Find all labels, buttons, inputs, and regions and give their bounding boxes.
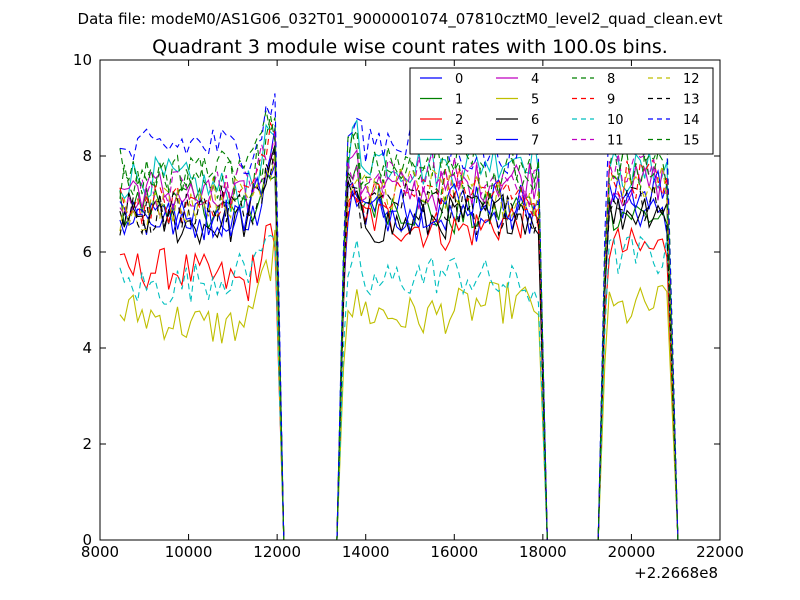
x-offset-label: +2.2668e8 (634, 564, 718, 582)
legend-label-9: 9 (607, 93, 615, 108)
series-line-12 (119, 153, 679, 540)
x-tick-label: 10000 (165, 543, 213, 561)
legend-label-5: 5 (531, 93, 539, 108)
chart-title: Quadrant 3 module wise count rates with … (152, 36, 668, 58)
legend-label-2: 2 (455, 113, 463, 128)
legend-label-4: 4 (531, 72, 539, 87)
x-tick-label: 16000 (430, 543, 478, 561)
legend-label-15: 15 (683, 134, 700, 149)
series-line-15 (119, 115, 679, 540)
legend-label-8: 8 (607, 72, 615, 87)
y-tick-label: 0 (82, 531, 92, 549)
y-tick-label: 8 (82, 147, 92, 165)
legend-label-12: 12 (683, 72, 700, 87)
x-tick-label: 14000 (342, 543, 390, 561)
legend-label-1: 1 (455, 93, 463, 108)
legend-label-14: 14 (683, 113, 700, 128)
y-tick-label: 6 (82, 243, 92, 261)
legend-box (409, 67, 714, 155)
legend-label-6: 6 (531, 113, 539, 128)
x-tick-label: 20000 (608, 543, 656, 561)
x-tick-label: 22000 (696, 543, 744, 561)
series-line-3 (119, 118, 679, 540)
legend-label-3: 3 (455, 134, 463, 149)
y-tick-label: 2 (82, 435, 92, 453)
series-line-14 (119, 93, 679, 540)
series-line-2 (119, 194, 679, 540)
series-line-10 (119, 234, 679, 540)
x-tick-label: 8000 (81, 543, 119, 561)
legend-label-13: 13 (683, 93, 700, 108)
series-line-11 (119, 132, 679, 540)
series-line-13 (119, 147, 679, 540)
legend-label-11: 11 (607, 134, 624, 149)
series-line-0 (119, 164, 679, 540)
x-tick-label: 12000 (253, 543, 301, 561)
y-tick-label: 4 (82, 339, 92, 357)
y-tick-label: 10 (73, 51, 92, 69)
plot-frame (99, 59, 721, 541)
chart-suptitle: Data file: modeM0/AS1G06_032T01_90000010… (78, 10, 723, 29)
series-line-1 (119, 164, 679, 540)
series-line-4 (119, 148, 679, 540)
x-tick-label: 18000 (519, 543, 567, 561)
series-line-8 (119, 110, 679, 540)
series-line-7 (119, 127, 679, 540)
series-line-5 (119, 229, 679, 540)
legend-label-10: 10 (607, 113, 624, 128)
legend-label-0: 0 (455, 72, 463, 87)
legend-label-7: 7 (531, 134, 539, 149)
